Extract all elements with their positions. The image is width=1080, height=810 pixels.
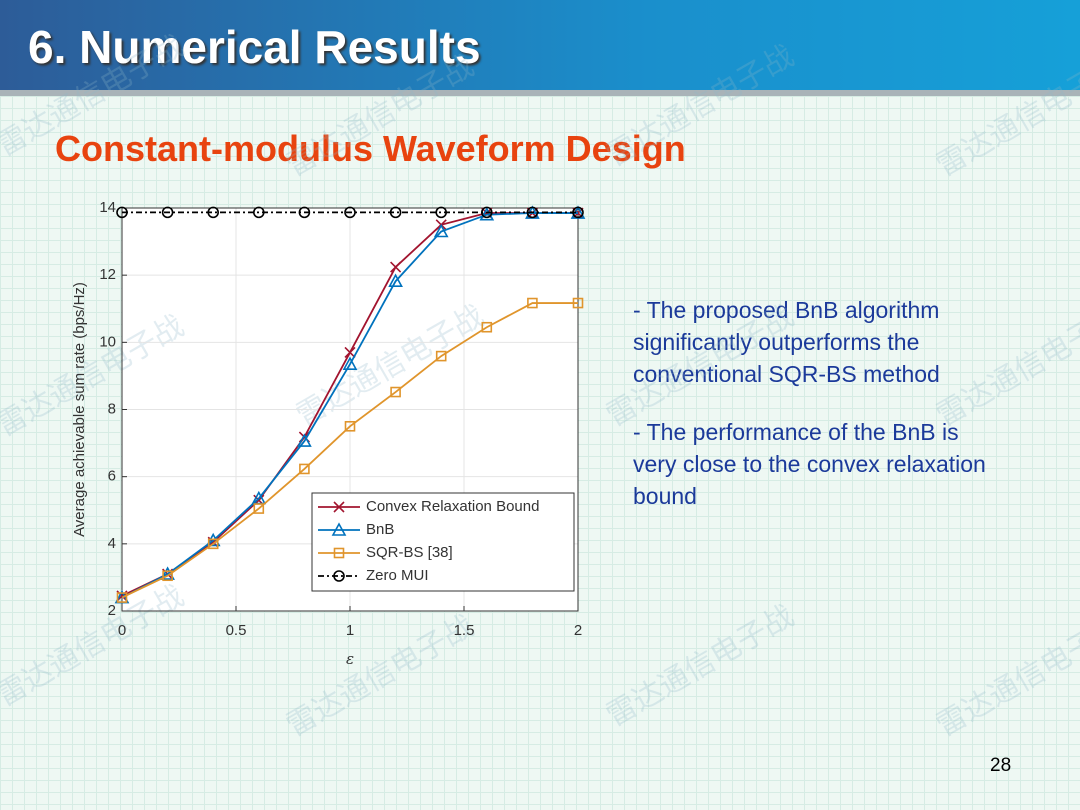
x-tick-label: 0	[118, 622, 126, 639]
watermark: 雷达通信电子战	[0, 29, 189, 163]
legend-box	[311, 492, 575, 592]
marker	[116, 592, 128, 603]
marker	[572, 297, 584, 309]
marker	[116, 206, 128, 219]
watermark: 雷达通信电子战	[281, 609, 479, 743]
marker	[162, 570, 173, 582]
marker	[388, 273, 403, 288]
marker	[331, 522, 347, 536]
watermark: 雷达通信电子战	[601, 599, 799, 733]
marker	[333, 570, 345, 582]
y-tick-label: 14	[99, 199, 116, 216]
marker	[344, 420, 356, 432]
marker	[342, 356, 358, 370]
marker	[299, 463, 310, 475]
marker	[435, 350, 447, 362]
y-axis-label: Average achievable sum rate (bps/Hz)	[71, 282, 88, 537]
marker	[527, 297, 538, 309]
series-line	[121, 302, 578, 599]
bullet: - The performance of the BnB is very clo…	[633, 419, 986, 509]
y-tick-label: 4	[108, 535, 116, 552]
series-line	[121, 212, 578, 599]
marker	[389, 206, 402, 219]
watermark: 雷达通信电子战	[931, 609, 1080, 743]
marker	[435, 206, 448, 219]
y-tick-label: 2	[108, 602, 116, 619]
marker	[333, 547, 345, 559]
watermark: 雷达通信电子战	[601, 299, 799, 433]
marker	[344, 346, 356, 358]
y-tick-label: 6	[108, 468, 116, 485]
watermark: 雷达通信电子战	[931, 49, 1080, 183]
marker	[390, 261, 402, 273]
marker	[297, 433, 312, 447]
marker	[572, 206, 584, 219]
x-tick-label: 1.5	[454, 622, 475, 639]
y-tick-label: 12	[99, 266, 116, 283]
marker	[161, 206, 174, 219]
slide-title: 6. Numerical Results	[28, 21, 481, 73]
watermark: 雷达通信电子战	[931, 299, 1080, 433]
marker	[252, 206, 265, 219]
marker	[479, 207, 495, 221]
watermark: 雷达通信电子战	[601, 39, 799, 173]
x-tick-label: 2	[574, 622, 582, 639]
y-tick-label: 8	[108, 400, 116, 417]
y-tick-label: 10	[99, 333, 116, 350]
watermark: 雷达通信电子战	[281, 49, 479, 183]
subtitle: Constant-modulus Waveform Design	[55, 128, 686, 169]
legend-label: BnB	[366, 521, 394, 538]
legend-label: Zero MUI	[366, 567, 429, 584]
marker	[344, 206, 356, 219]
marker	[298, 206, 311, 219]
marker	[333, 501, 345, 513]
legend-label: SQR-BS [38]	[366, 544, 453, 561]
marker	[480, 206, 493, 219]
watermark: 雷达通信电子战	[0, 579, 189, 713]
marker	[207, 538, 219, 550]
marker	[481, 321, 493, 333]
marker	[253, 503, 265, 514]
marker	[207, 206, 219, 219]
bullet: - The proposed BnB algorithm significant…	[633, 297, 940, 387]
page-number: 28	[990, 755, 1012, 776]
x-tick-label: 0.5	[226, 622, 247, 639]
legend-label: Convex Relaxation Bound	[366, 498, 539, 515]
x-axis-label: ε	[346, 650, 354, 668]
marker	[433, 223, 449, 238]
x-tick-label: 1	[346, 622, 354, 639]
header-bar	[0, 0, 1080, 90]
marker	[526, 206, 539, 219]
marker	[390, 386, 401, 398]
header-stripe	[0, 90, 1080, 96]
